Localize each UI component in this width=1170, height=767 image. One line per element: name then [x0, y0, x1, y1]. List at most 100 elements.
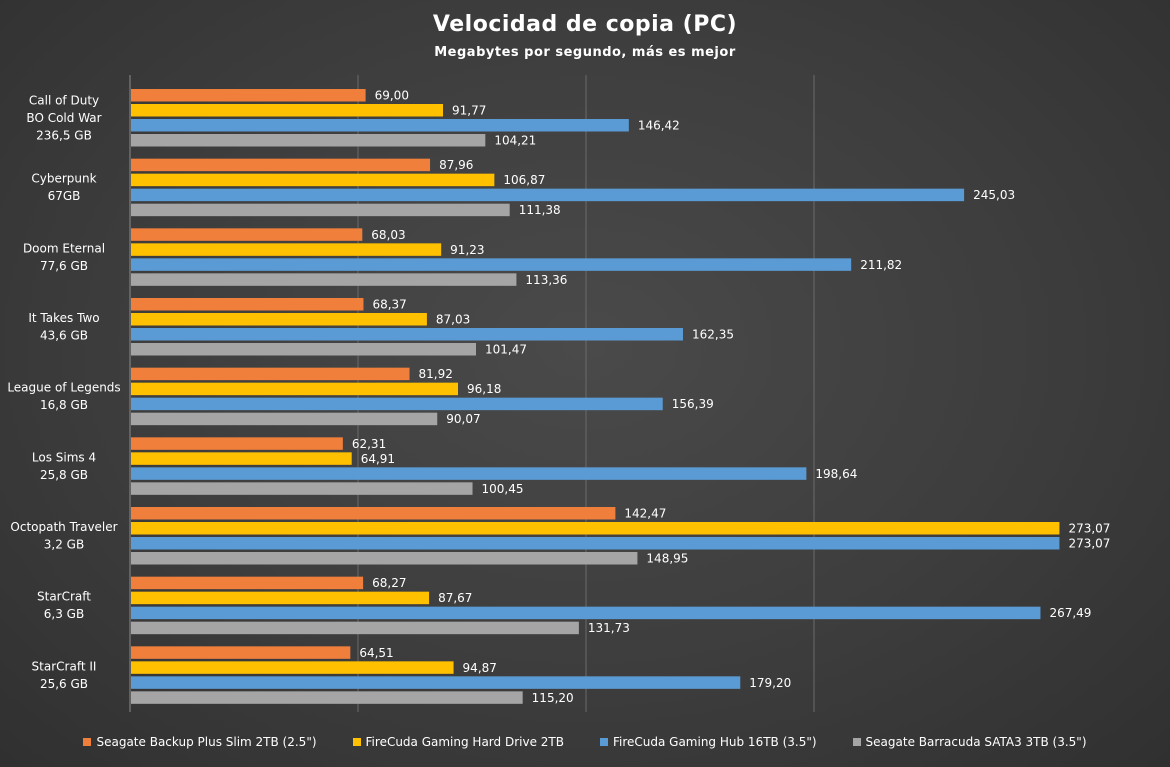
data-label: 87,96: [439, 158, 473, 172]
bar: [131, 203, 510, 217]
category-label: League of Legends: [7, 381, 120, 395]
bar: [131, 273, 517, 286]
bar: [131, 188, 965, 202]
data-label: 94,87: [463, 661, 497, 675]
legend-label: FireCuda Gaming Hard Drive 2TB: [365, 735, 564, 749]
bar: [131, 298, 364, 311]
data-label: 156,39: [672, 397, 714, 411]
data-label: 64,51: [359, 646, 393, 660]
legend-label: Seagate Barracuda SATA3 3TB (3.5"): [865, 735, 1087, 749]
bar: [131, 134, 486, 147]
bar: [131, 258, 852, 271]
data-label: 91,77: [452, 104, 486, 118]
data-label: 142,47: [624, 507, 666, 521]
data-label: 96,18: [467, 382, 501, 396]
data-label: 104,21: [494, 134, 536, 148]
bar: [131, 313, 427, 326]
bar: [131, 328, 683, 341]
data-label: 100,45: [482, 482, 524, 496]
bar: [131, 661, 454, 674]
category-label: 77,6 GB: [40, 259, 88, 273]
category-label: 6,3 GB: [44, 607, 84, 621]
category-label: 25,6 GB: [40, 677, 88, 691]
data-label: 106,87: [503, 173, 545, 187]
bar: [131, 591, 430, 605]
data-label: 115,20: [532, 691, 574, 705]
legend-swatch: [83, 738, 92, 746]
data-label: 179,20: [749, 676, 791, 690]
bar: [131, 452, 352, 465]
category-label: BO Cold War: [26, 111, 101, 125]
legend-swatch: [352, 738, 361, 746]
bar: [131, 691, 523, 704]
data-label: 113,36: [525, 273, 567, 287]
data-label: 273,07: [1068, 537, 1110, 551]
data-label: 131,73: [588, 621, 630, 635]
data-label: 87,03: [436, 313, 470, 327]
category-label: 43,6 GB: [40, 329, 88, 343]
bar: [131, 412, 438, 426]
bar: [131, 119, 629, 132]
category-label: Octopath Traveler: [10, 520, 117, 534]
chart-title: Velocidad de copia (PC): [432, 12, 738, 37]
bar: [131, 482, 473, 495]
data-label: 148,95: [646, 552, 688, 566]
legend-label: Seagate Backup Plus Slim 2TB (2.5"): [96, 735, 317, 749]
bar: [131, 646, 351, 659]
data-label: 211,82: [860, 258, 902, 272]
legend-item: FireCuda Gaming Hard Drive 2TB: [352, 735, 564, 749]
data-label: 101,47: [485, 343, 527, 357]
data-label: 68,37: [372, 298, 406, 312]
legend-swatch: [599, 738, 608, 746]
legend-item: Seagate Barracuda SATA3 3TB (3.5"): [852, 735, 1087, 749]
bar: [131, 507, 616, 520]
legend-item: Seagate Backup Plus Slim 2TB (2.5"): [83, 735, 317, 749]
bar: [131, 467, 807, 480]
data-label: 162,35: [692, 328, 734, 342]
legend-item: FireCuda Gaming Hub 16TB (3.5"): [599, 735, 817, 749]
category-label: StarCraft: [37, 590, 91, 604]
data-label: 111,38: [519, 203, 561, 217]
category-label: 67GB: [48, 189, 81, 203]
data-label: 81,92: [419, 367, 453, 381]
data-label: 90,07: [446, 412, 480, 426]
category-label: StarCraft II: [32, 659, 97, 673]
data-label: 273,07: [1068, 522, 1110, 536]
bar: [131, 552, 638, 565]
data-label: 62,31: [352, 437, 386, 451]
category-label: 16,8 GB: [40, 398, 88, 412]
bar: [131, 104, 444, 117]
bar: [131, 522, 1060, 535]
category-label: Cyberpunk: [31, 172, 96, 186]
bar: [131, 243, 442, 256]
bar: [131, 576, 364, 590]
data-label: 245,03: [973, 188, 1015, 202]
data-label: 69,00: [375, 89, 409, 103]
bar: [131, 173, 495, 187]
data-label: 91,23: [450, 243, 484, 257]
data-label: 198,64: [815, 467, 857, 481]
category-label: Doom Eternal: [23, 241, 105, 255]
category-label: 236,5 GB: [36, 128, 92, 142]
data-label: 68,27: [372, 576, 406, 590]
bar: [131, 367, 410, 381]
legend-swatch: [852, 738, 861, 746]
category-label: It Takes Two: [28, 311, 99, 325]
bar: [131, 537, 1060, 550]
bar: [131, 437, 343, 450]
bar: [131, 89, 366, 102]
legend: Seagate Backup Plus Slim 2TB (2.5") FireC…: [0, 735, 1170, 749]
legend-label: FireCuda Gaming Hub 16TB (3.5"): [612, 735, 817, 749]
category-label: Call of Duty: [29, 93, 99, 107]
data-label: 64,91: [361, 452, 395, 466]
bar: [131, 621, 579, 635]
data-label: 68,03: [371, 228, 405, 242]
data-label: 146,42: [638, 119, 680, 133]
chart-subtitle: Megabytes por segundo, más es mejor: [434, 45, 736, 60]
category-label: Los Sims 4: [32, 450, 96, 464]
bar: [131, 382, 459, 396]
bar: [131, 158, 431, 172]
data-label: 267,49: [1049, 606, 1091, 620]
